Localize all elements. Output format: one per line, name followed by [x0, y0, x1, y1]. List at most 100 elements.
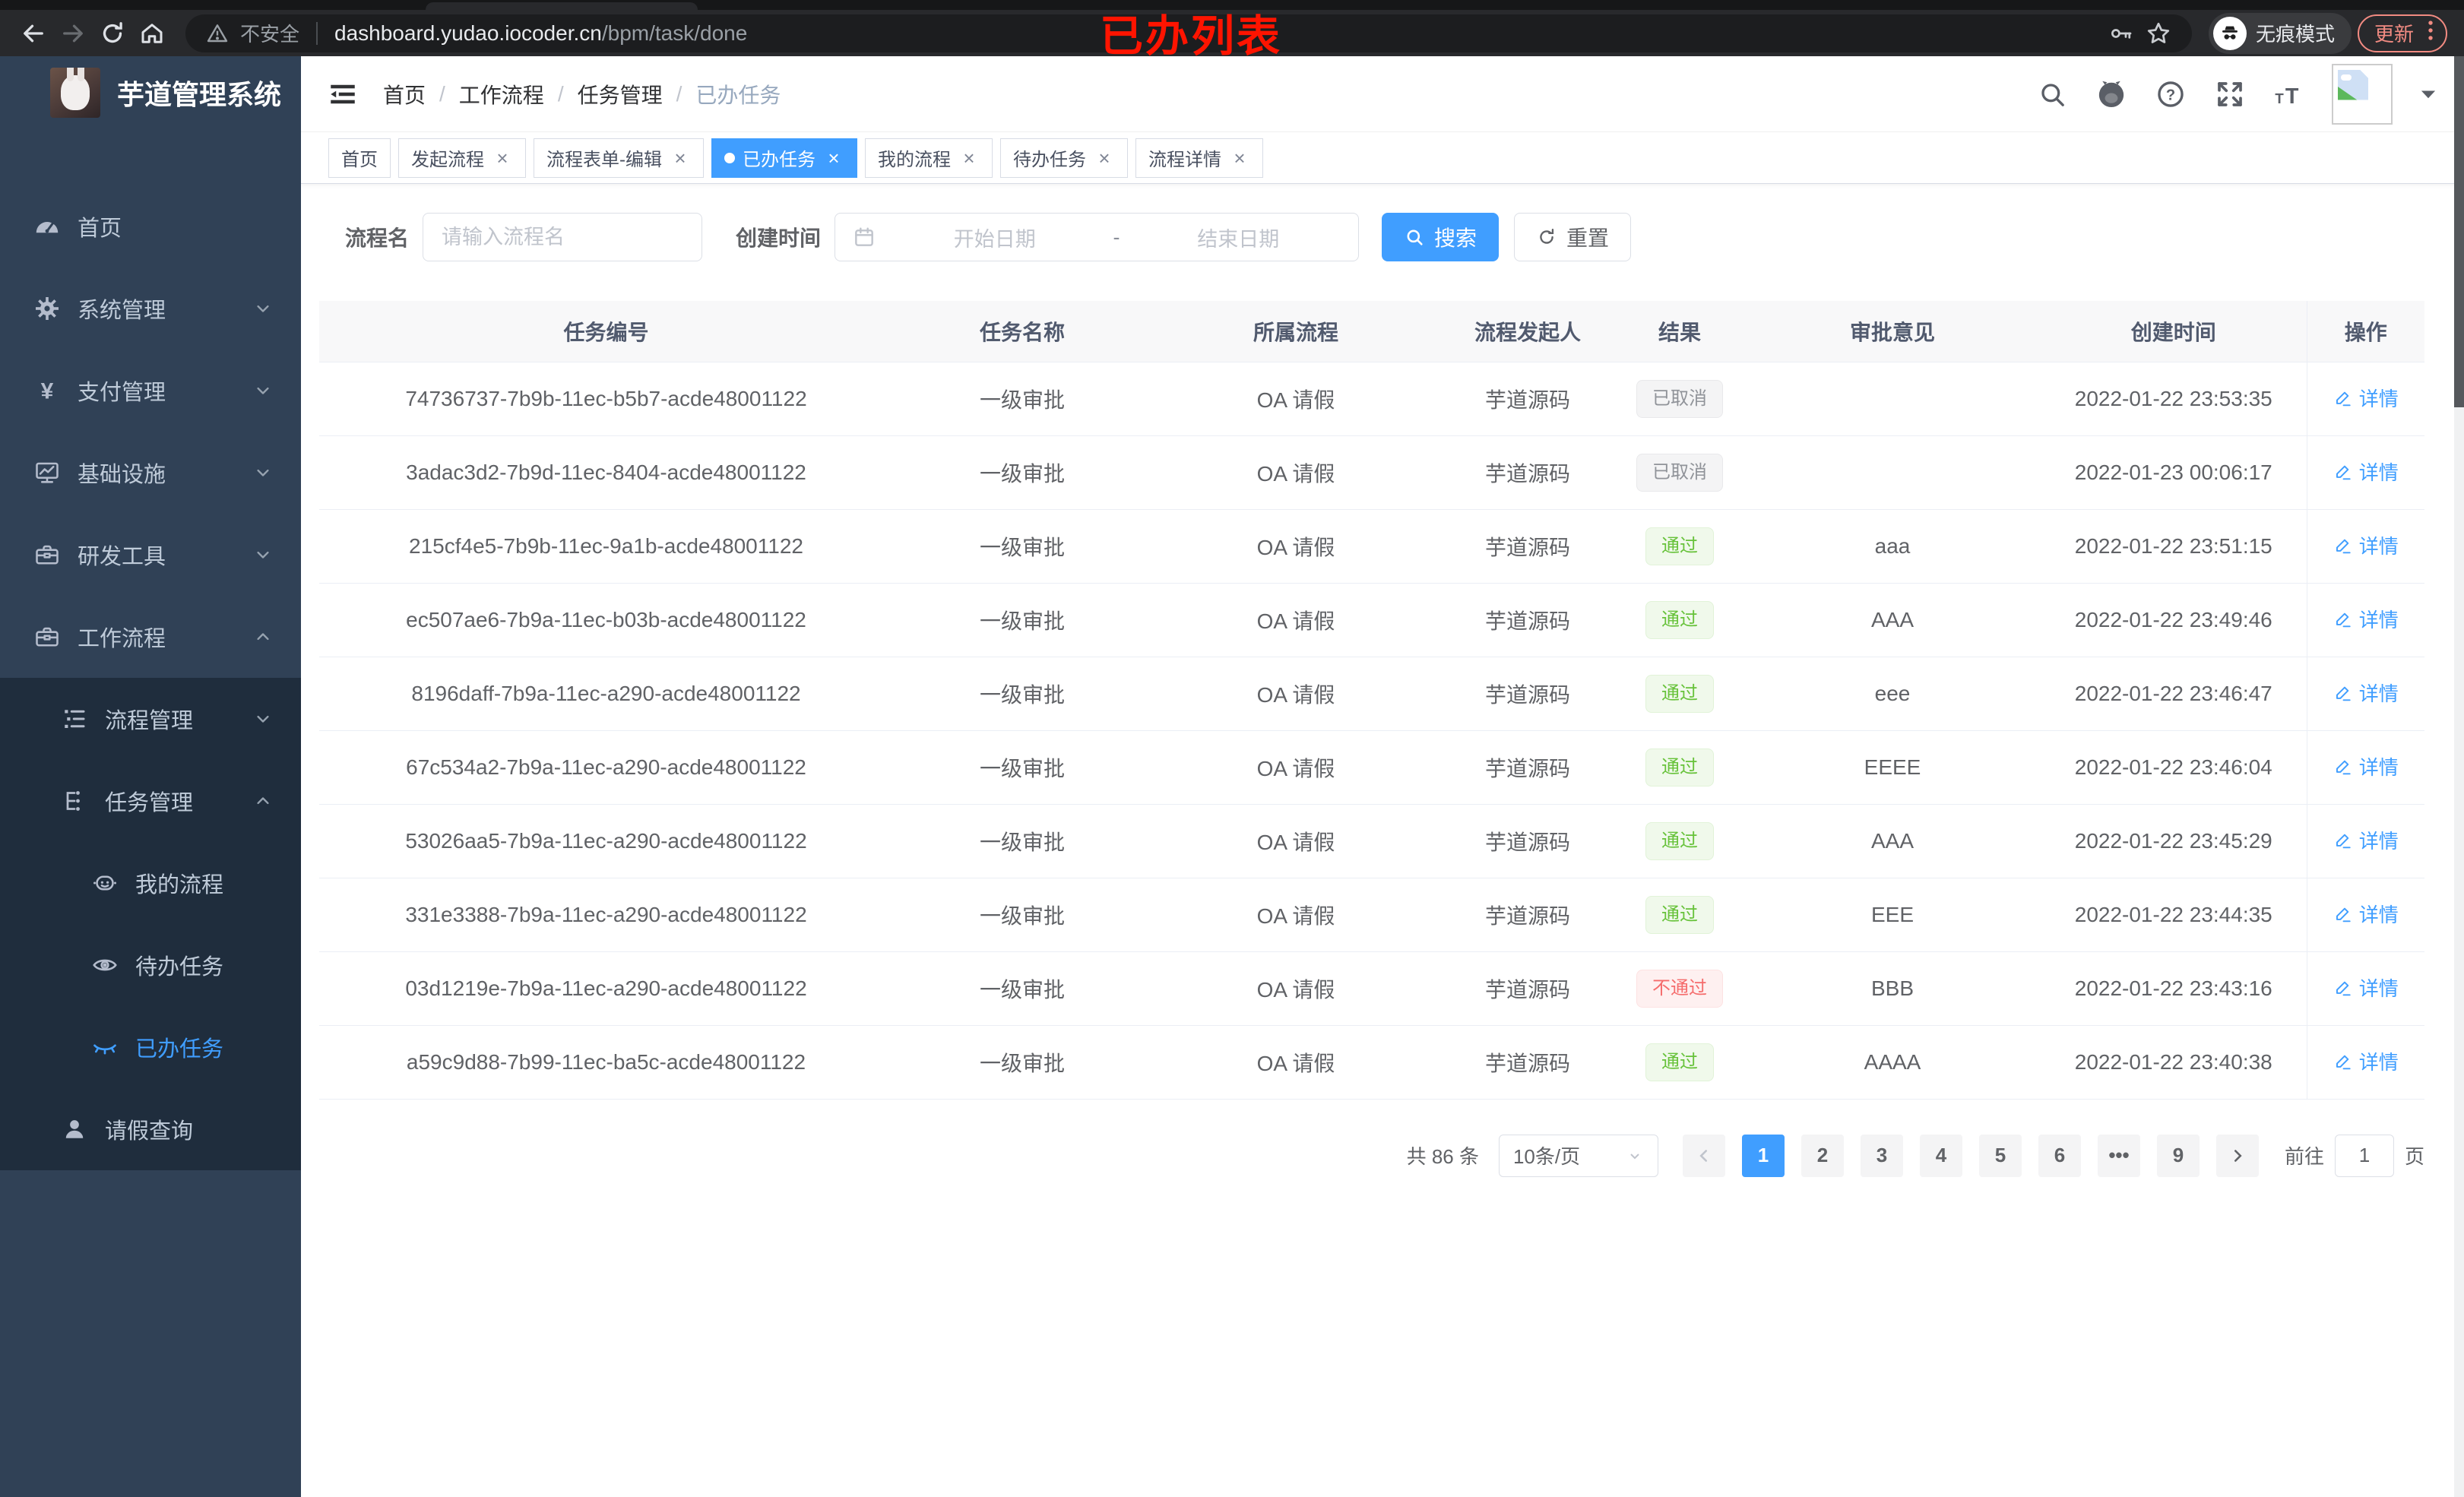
sidebar-item-my-process[interactable]: 我的流程: [0, 842, 301, 924]
page-button-3[interactable]: 3: [1860, 1134, 1903, 1177]
sidebar-item-todo-tasks[interactable]: 待办任务: [0, 924, 301, 1006]
page-ellipsis[interactable]: •••: [2097, 1134, 2140, 1177]
page-scrollbar[interactable]: [2454, 56, 2464, 1497]
avatar[interactable]: [2332, 63, 2393, 125]
cell-actions: 详情: [2306, 435, 2424, 510]
detail-link[interactable]: 详情: [2333, 973, 2399, 1002]
chevron-down-icon: [252, 298, 274, 319]
search-small-icon: [1404, 226, 1425, 248]
chevron-down-icon: [252, 462, 274, 483]
tab-流程详情[interactable]: 流程详情 ×: [1135, 138, 1263, 178]
fullscreen-icon[interactable]: [2213, 78, 2247, 111]
page-button-5[interactable]: 5: [1978, 1134, 2022, 1177]
bookmark-star-icon[interactable]: [2145, 20, 2172, 47]
back-icon[interactable]: [17, 17, 50, 50]
detail-link[interactable]: 详情: [2333, 752, 2399, 780]
detail-link[interactable]: 详情: [2333, 605, 2399, 633]
broken-image-icon: [2338, 69, 2368, 100]
cell-created: 2022-01-22 23:44:35: [2041, 878, 2307, 952]
address-divider: [316, 21, 318, 45]
detail-link[interactable]: 详情: [2333, 1047, 2399, 1075]
home-icon[interactable]: [135, 17, 169, 50]
dashboard-icon: [33, 213, 61, 240]
scrollbar-thumb[interactable]: [2454, 56, 2464, 407]
close-icon[interactable]: ×: [828, 146, 840, 169]
logo-row[interactable]: 芋道管理系统: [0, 56, 301, 129]
cell-starter: 芋道源码: [1440, 435, 1615, 510]
create-time-label: 创建时间: [736, 226, 822, 250]
sidebar-item-workflow[interactable]: 工作流程: [0, 596, 301, 678]
warning-icon[interactable]: [205, 21, 230, 46]
page-button-6[interactable]: 6: [2038, 1134, 2081, 1177]
goto-page-input[interactable]: [2334, 1134, 2394, 1177]
sidebar-item-task-mgmt[interactable]: 任务管理: [0, 760, 301, 842]
search-button[interactable]: 搜索: [1382, 213, 1500, 261]
reset-button[interactable]: 重置: [1514, 213, 1632, 261]
tab-已办任务[interactable]: 已办任务 ×: [711, 138, 857, 178]
chevron-down-icon: [252, 380, 274, 401]
kebab-menu-icon[interactable]: [2426, 17, 2435, 49]
browser-tab[interactable]: [426, 2, 698, 12]
sidebar-item-infra[interactable]: 基础设施: [0, 432, 301, 514]
cell-task-name: 一级审批: [893, 730, 1151, 805]
avatar-caret-down-icon[interactable]: [2418, 84, 2438, 104]
breadcrumb-current: 已办任务: [695, 83, 781, 107]
cell-process: OA 请假: [1151, 509, 1440, 584]
edit-pen-icon: [2333, 536, 2353, 555]
detail-link[interactable]: 详情: [2333, 826, 2399, 854]
page-button-2[interactable]: 2: [1800, 1134, 1844, 1177]
sidebar-item-payment[interactable]: ¥ 支付管理: [0, 350, 301, 432]
detail-link[interactable]: 详情: [2333, 384, 2399, 412]
detail-link[interactable]: 详情: [2333, 679, 2399, 707]
close-icon[interactable]: ×: [1098, 146, 1110, 169]
sidebar-item-label: 任务管理: [105, 791, 194, 815]
search-icon[interactable]: [2035, 78, 2069, 111]
sidebar-item-leave-query[interactable]: 请假查询: [0, 1088, 301, 1170]
sidebar-item-done-tasks[interactable]: 已办任务: [0, 1006, 301, 1088]
github-icon[interactable]: [2095, 78, 2128, 111]
sidebar-item-devtools[interactable]: 研发工具: [0, 514, 301, 596]
tab-发起流程[interactable]: 发起流程 ×: [398, 138, 526, 178]
forward-icon[interactable]: [56, 17, 90, 50]
process-name-input[interactable]: [423, 213, 703, 261]
date-range-picker[interactable]: 开始日期 - 结束日期: [835, 213, 1360, 261]
prev-page-button[interactable]: [1682, 1134, 1725, 1177]
sidebar-toggle-icon[interactable]: [327, 78, 359, 110]
breadcrumb-workflow[interactable]: 工作流程: [458, 83, 544, 107]
detail-link[interactable]: 详情: [2333, 531, 2399, 559]
page-button-9[interactable]: 9: [2156, 1134, 2200, 1177]
tab-我的流程[interactable]: 我的流程 ×: [865, 138, 993, 178]
browser-tab-strip: [0, 0, 2464, 12]
close-icon[interactable]: ×: [674, 146, 686, 169]
breadcrumb-home[interactable]: 首页: [383, 83, 426, 107]
page-size-select[interactable]: 10条/页: [1498, 1134, 1658, 1177]
close-icon[interactable]: ×: [963, 146, 975, 169]
tab-流程表单-编辑[interactable]: 流程表单-编辑 ×: [534, 138, 704, 178]
update-button[interactable]: 更新: [2357, 14, 2447, 52]
tab-label: 待办任务: [1013, 150, 1086, 170]
sidebar-item-system[interactable]: 系统管理: [0, 267, 301, 350]
page-button-1[interactable]: 1: [1741, 1134, 1785, 1177]
help-icon[interactable]: ?: [2154, 78, 2187, 111]
sidebar-item-home[interactable]: 首页: [0, 185, 301, 267]
detail-link[interactable]: 详情: [2333, 900, 2399, 928]
detail-link[interactable]: 详情: [2333, 457, 2399, 486]
close-icon[interactable]: ×: [1234, 146, 1246, 169]
cell-result: 通过: [1615, 1025, 1744, 1100]
tab-label: 流程表单-编辑: [546, 150, 662, 170]
tab-待办任务[interactable]: 待办任务 ×: [1000, 138, 1128, 178]
page-button-4[interactable]: 4: [1919, 1134, 1962, 1177]
sidebar-item-label: 请假查询: [105, 1119, 194, 1144]
result-badge: 通过: [1645, 895, 1714, 934]
sidebar-item-process-mgmt[interactable]: 流程管理: [0, 678, 301, 760]
start-date-placeholder[interactable]: 开始日期: [953, 227, 1036, 251]
reload-icon[interactable]: [96, 17, 129, 50]
address-bar[interactable]: 不安全 dashboard.yudao.iocoder.cn/bpm/task/…: [185, 14, 2192, 52]
end-date-placeholder[interactable]: 结束日期: [1197, 227, 1280, 251]
next-page-button[interactable]: [2215, 1134, 2259, 1177]
tab-首页[interactable]: 首页: [328, 138, 391, 178]
breadcrumb-task-mgmt[interactable]: 任务管理: [577, 83, 663, 107]
close-icon[interactable]: ×: [496, 146, 508, 169]
key-icon[interactable]: [2108, 21, 2134, 46]
